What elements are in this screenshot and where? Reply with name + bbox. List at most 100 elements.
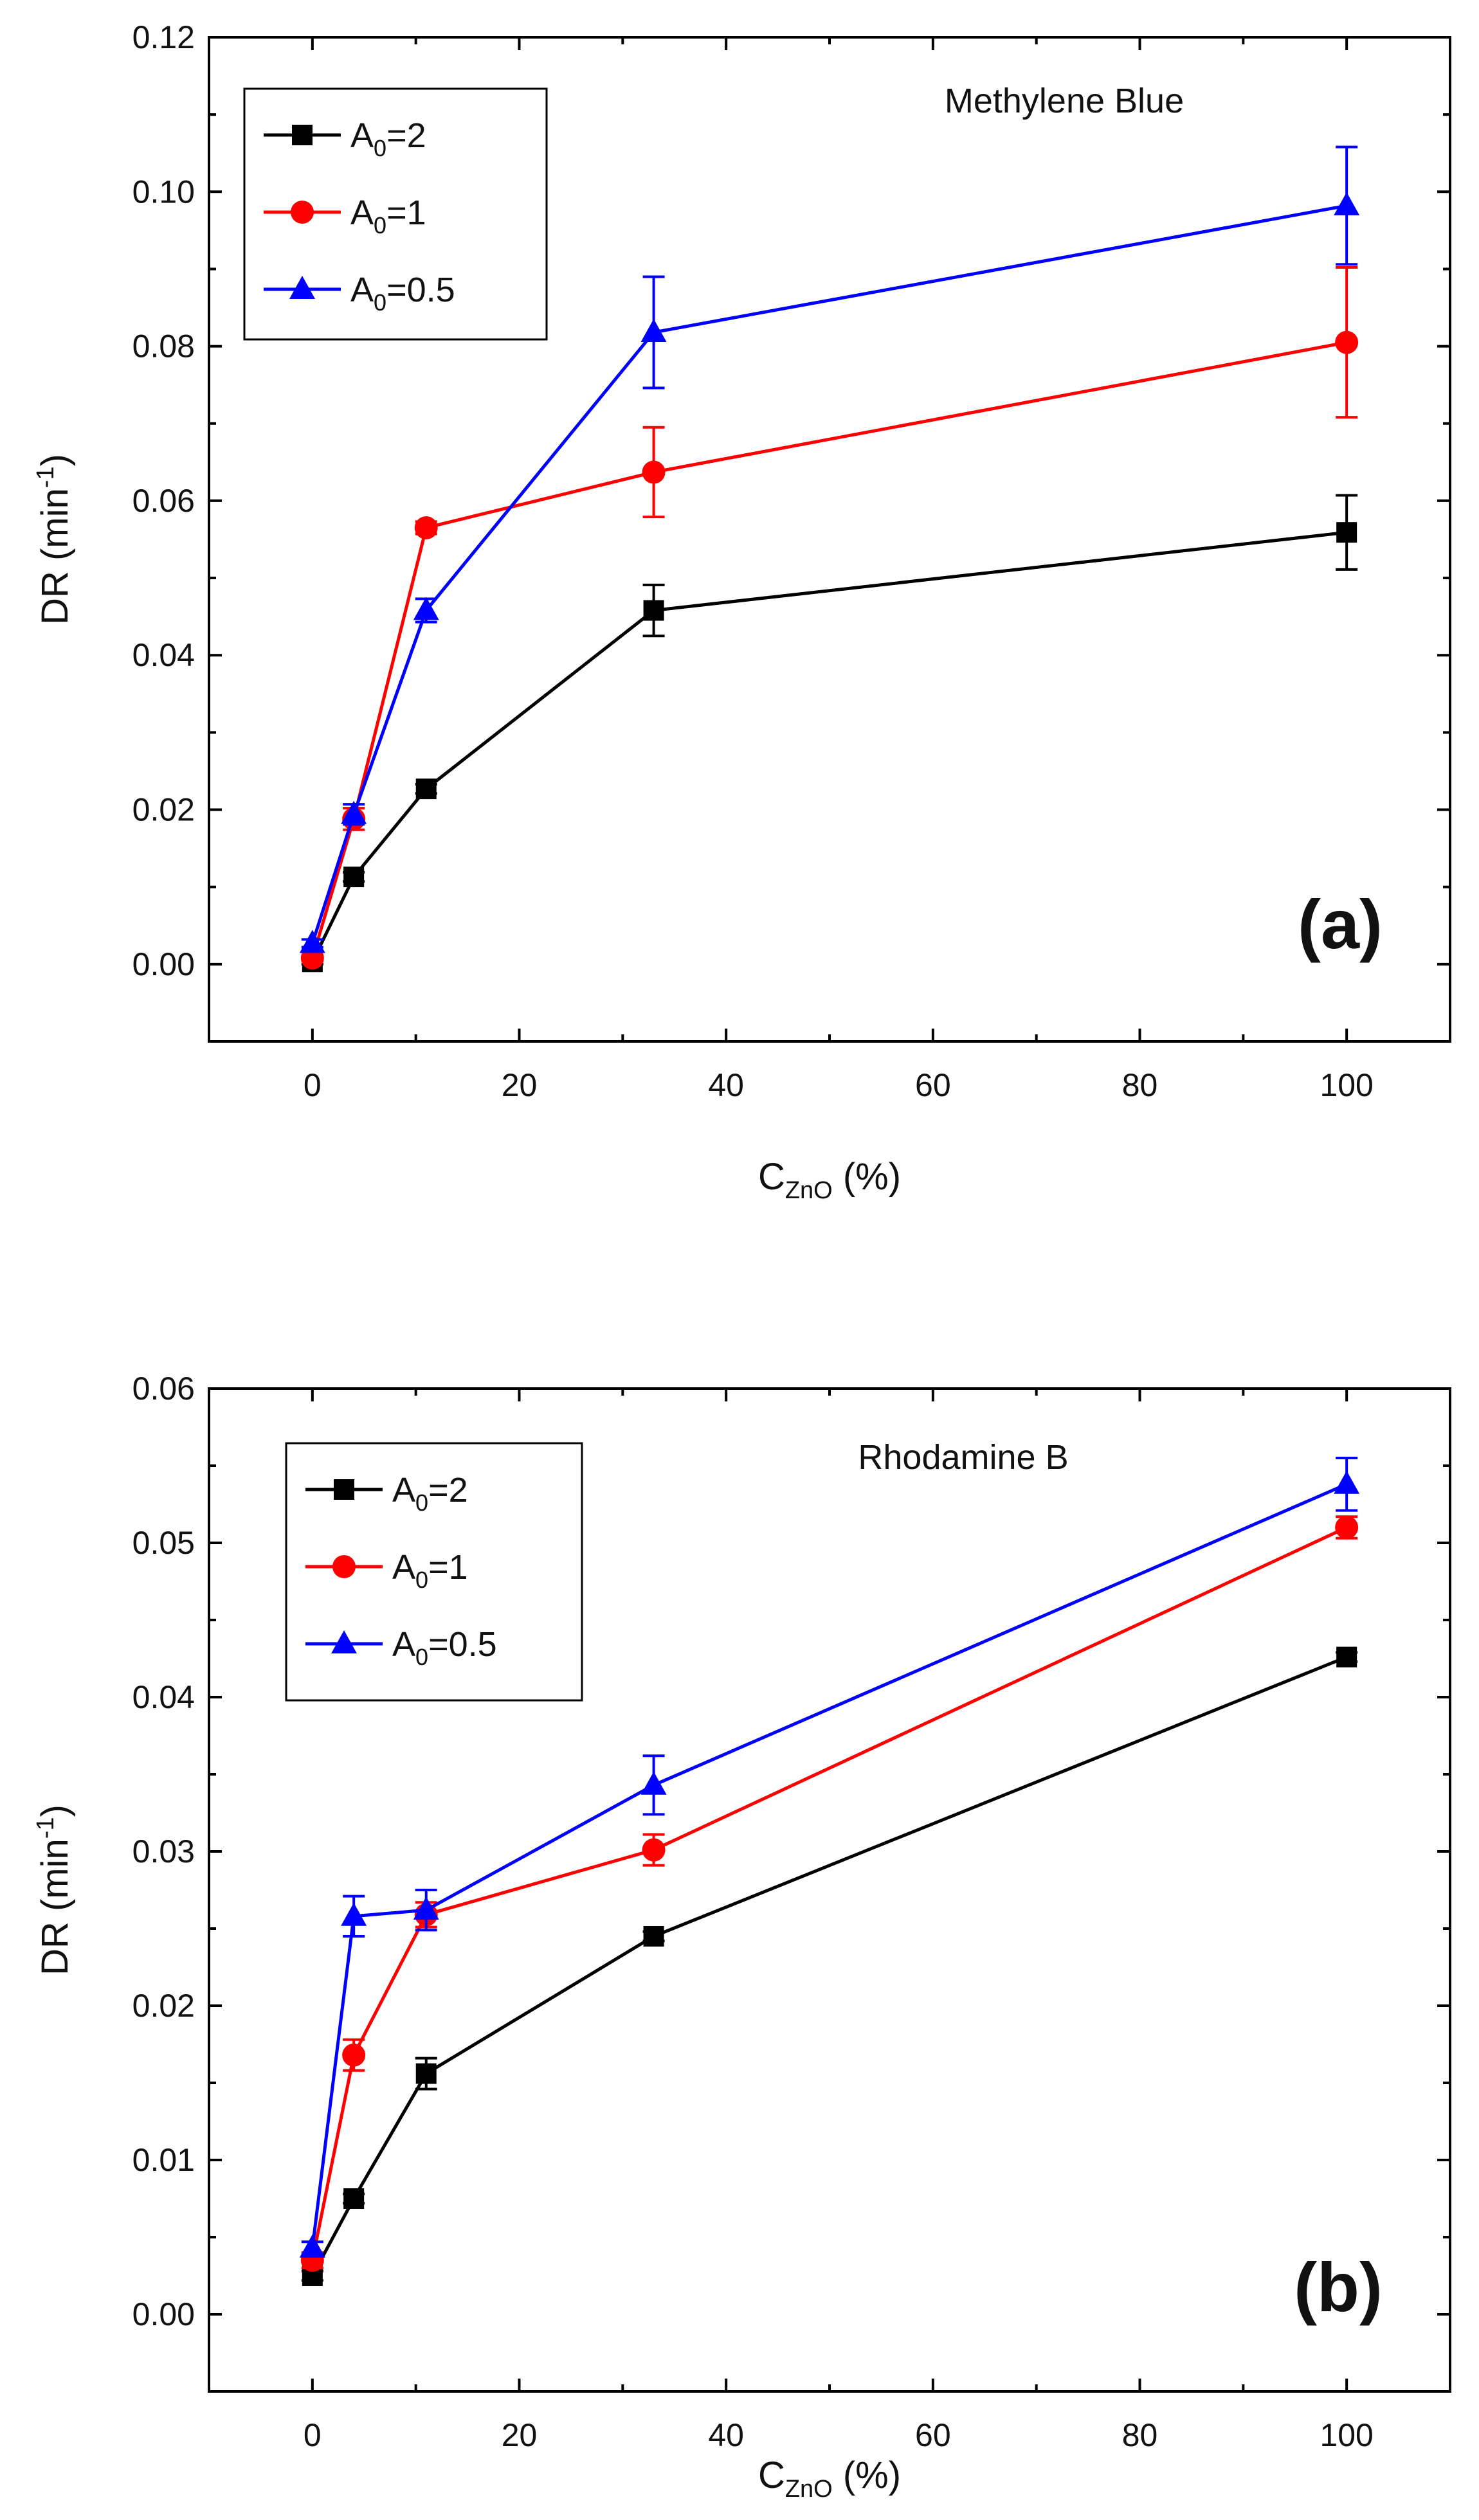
data-point: [643, 1926, 664, 1947]
y-axis-label-sup: -1: [32, 466, 59, 488]
data-point: [342, 2043, 366, 2067]
x-tick-label: 40: [708, 2417, 744, 2453]
y-tick-label: 0.12: [132, 19, 195, 55]
series-A0=1: [300, 266, 1359, 970]
y-tick-label: 0.02: [132, 792, 195, 828]
data-point: [343, 867, 365, 888]
legend-marker: [331, 1630, 357, 1653]
x-axis-label-sub: ZnO: [785, 1177, 833, 1204]
y-tick-label: 0.06: [132, 1371, 195, 1407]
dye-annotation: Methylene Blue: [945, 82, 1184, 120]
data-point: [643, 600, 664, 621]
series-line: [311, 341, 1347, 959]
legend-label-main: A: [392, 1548, 415, 1587]
x-tick-label: 20: [502, 2417, 538, 2453]
data-point: [1336, 522, 1357, 543]
legend-label-main: A: [392, 1625, 415, 1664]
x-axis-label-main: C: [758, 2454, 785, 2496]
data-point: [299, 2234, 325, 2258]
series-line: [311, 530, 1347, 963]
data-point: [413, 597, 439, 620]
legend-label-sub: 0: [415, 1644, 428, 1670]
legend-label-tail: =1: [386, 194, 426, 232]
data-point: [1335, 1516, 1359, 1539]
y-tick-label: 0.10: [132, 174, 195, 210]
legend-label-tail: =1: [428, 1548, 468, 1587]
panel-label: (a): [1298, 885, 1383, 963]
x-tick-label: 20: [502, 1067, 538, 1103]
y-axis-label-tail: ): [34, 1805, 76, 1817]
x-tick-label: 100: [1320, 1067, 1373, 1103]
legend-entry: A0=0.5: [264, 271, 455, 316]
legend-marker: [334, 1479, 354, 1500]
legend-label: A0=2: [392, 1471, 468, 1516]
x-axis-label-main: C: [758, 1156, 785, 1198]
y-axis-label-main: DR (min: [34, 1839, 76, 1976]
data-point: [642, 1838, 666, 1862]
x-tick-label: 100: [1320, 2417, 1373, 2453]
y-axis-label-main: DR (min: [34, 488, 76, 625]
legend-label: A0=2: [350, 116, 426, 161]
legend-label-sub: 0: [415, 1567, 428, 1593]
legend-marker: [292, 125, 313, 145]
x-tick-label: 40: [708, 1067, 744, 1103]
x-tick-label: 60: [915, 1067, 951, 1103]
y-tick-label: 0.06: [132, 483, 195, 519]
y-axis-label: DR (min-1): [32, 1805, 76, 1976]
data-point: [341, 800, 367, 824]
legend: A0=2A0=1A0=0.5: [243, 87, 548, 341]
legend-label-sub: 0: [374, 135, 386, 161]
data-point: [341, 1902, 367, 1926]
legend-entry: A0=1: [264, 194, 426, 239]
y-tick-label: 0.01: [132, 2142, 195, 2178]
legend-marker: [291, 201, 314, 224]
data-point: [343, 2188, 365, 2209]
x-axis-label: CZnO (%): [758, 2454, 901, 2503]
chart-panel-b: 0 20 40 60 80 100 0.00 0.01 0.02 0.03 0.04 0.05 0.06…: [32, 1371, 1451, 2503]
series-A0=0.5: [299, 145, 1360, 953]
dye-annotation: Rhodamine B: [858, 1438, 1068, 1477]
y-tick-label: 0.00: [132, 946, 195, 982]
data-point: [1334, 192, 1360, 215]
x-tick-label: 80: [1122, 2417, 1158, 2453]
series-line: [311, 1655, 1348, 2277]
x-axis-label-sub: ZnO: [785, 2476, 833, 2503]
y-tick-label: 0.00: [132, 2296, 195, 2332]
legend: A0=2A0=1A0=0.5: [285, 1442, 583, 1702]
legend-label: A0=1: [392, 1548, 468, 1593]
data-point: [642, 460, 666, 484]
x-tick-label: 0: [304, 1067, 322, 1103]
legend-label: A0=0.5: [392, 1625, 497, 1670]
x-axis-label: CZnO (%): [758, 1156, 901, 1204]
legend-label-main: A: [350, 194, 374, 232]
legend-entry: A0=2: [305, 1471, 468, 1516]
data-point: [1336, 1646, 1357, 1668]
series-A0=2: [301, 494, 1358, 973]
data-point: [640, 1771, 667, 1795]
chart-panel-a: 0 20 40 60 80 100 0.00 0.02 0.04 0.06 0.08 0.10 0.12…: [32, 19, 1451, 1204]
legend-marker: [289, 276, 315, 299]
legend-label-tail: =0.5: [386, 271, 455, 309]
legend-label-main: A: [392, 1471, 415, 1509]
x-tick-label: 60: [915, 2417, 951, 2453]
legend-label-tail: =2: [428, 1471, 468, 1509]
data-point: [1335, 330, 1359, 354]
x-tick-label: 0: [304, 2417, 322, 2453]
x-axis-label-tail: (%): [833, 2454, 901, 2496]
data-point: [640, 318, 667, 342]
legend-label-tail: =0.5: [428, 1625, 497, 1664]
legend-entry: A0=1: [305, 1548, 468, 1593]
y-tick-label: 0.02: [132, 1988, 195, 2024]
legend-label: A0=1: [350, 194, 426, 239]
legend-label-main: A: [350, 271, 374, 309]
legend-marker: [332, 1555, 356, 1578]
legend-label-sub: 0: [374, 212, 386, 239]
x-axis-label-tail: (%): [833, 1156, 901, 1198]
y-tick-label: 0.03: [132, 1833, 195, 1869]
data-point: [414, 516, 438, 539]
legend-label-sub: 0: [415, 1490, 428, 1516]
data-point: [299, 930, 325, 953]
y-axis-label: DR (min-1): [32, 454, 76, 625]
legend-label-main: A: [350, 116, 374, 155]
